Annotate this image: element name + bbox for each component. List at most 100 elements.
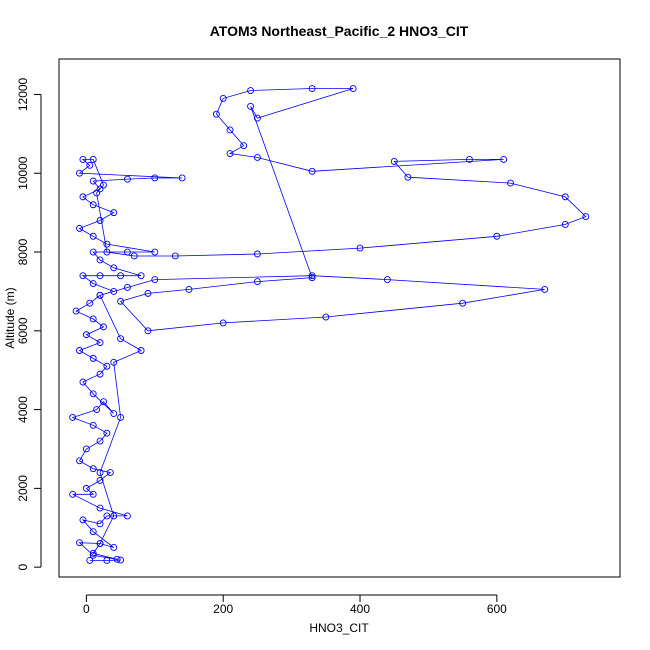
data-point [117, 335, 125, 343]
data-point [117, 297, 125, 305]
data-point [308, 167, 316, 175]
data-point [96, 469, 104, 477]
y-tick-label: 10000 [16, 156, 30, 190]
data-point [253, 250, 261, 258]
data-point [89, 465, 97, 473]
data-point [100, 323, 107, 331]
data-point [144, 289, 152, 297]
data-point [500, 155, 508, 163]
data-point [151, 276, 159, 284]
data-point [212, 110, 220, 118]
data-point [219, 319, 227, 327]
data-point [89, 490, 97, 498]
data-point [79, 155, 87, 163]
data-point [226, 150, 234, 157]
data-point [151, 174, 159, 182]
data-point [110, 544, 118, 551]
data-point [79, 516, 87, 524]
data-point [383, 276, 391, 284]
data-point [117, 414, 125, 421]
data-point [561, 220, 569, 228]
data-point [76, 169, 83, 177]
data-point [86, 299, 94, 307]
data-point [89, 354, 97, 362]
data-point [96, 256, 104, 264]
data-point [82, 331, 90, 339]
series-layer [69, 85, 590, 564]
data-point [240, 142, 248, 150]
chart-title: ATOM3 Northeast_Pacific_2 HNO3_CIT [210, 23, 469, 39]
data-point [226, 126, 234, 134]
data-point [106, 469, 114, 477]
data-point [100, 398, 107, 406]
y-tick-label: 4000 [16, 396, 30, 423]
data-point [86, 557, 94, 564]
data-point [308, 272, 316, 280]
data-point [86, 161, 94, 169]
y-axis-label: Altitude (m) [3, 287, 17, 348]
data-point [100, 181, 107, 189]
data-point [96, 291, 104, 299]
data-point [76, 457, 83, 465]
data-point [103, 248, 111, 256]
data-point [356, 244, 364, 252]
data-point [89, 315, 97, 323]
data-point [123, 175, 131, 183]
data-point [76, 224, 83, 232]
data-point [93, 189, 101, 197]
data-point [308, 85, 316, 92]
data-point [253, 114, 261, 122]
data-point [96, 370, 104, 378]
data-point [253, 278, 261, 286]
data-point [151, 248, 159, 256]
data-point [493, 232, 501, 240]
data-point [123, 512, 131, 520]
data-point [76, 539, 83, 547]
x-tick-label: 0 [83, 602, 90, 616]
data-point [103, 240, 111, 248]
data-point [459, 299, 467, 307]
data-point [76, 347, 83, 354]
x-axis-label: HNO3_CIT [309, 621, 369, 635]
data-point [247, 87, 255, 94]
y-axis: 0 2000 4000 6000 8000 10000 12000 [16, 77, 42, 570]
x-tick-label: 200 [213, 602, 233, 616]
data-point [89, 201, 97, 209]
data-point [110, 358, 118, 366]
data-point [561, 193, 569, 201]
series-line [71, 88, 587, 561]
data-point [507, 179, 514, 187]
data-point [103, 362, 111, 370]
y-tick-label: 6000 [16, 317, 30, 344]
data-point [123, 284, 131, 291]
data-point [89, 280, 97, 287]
data-point [89, 551, 97, 559]
data-point [103, 512, 111, 520]
data-point [96, 477, 104, 484]
data-point [89, 177, 97, 185]
data-point [69, 490, 77, 498]
y-tick-label: 8000 [16, 238, 30, 265]
data-point [96, 437, 104, 445]
data-point [349, 85, 357, 92]
data-point [390, 157, 398, 165]
data-point [117, 556, 125, 564]
data-point [219, 94, 227, 102]
data-point [82, 484, 90, 492]
data-point [79, 193, 87, 201]
data-point [96, 520, 104, 528]
data-point [89, 549, 97, 557]
data-point [123, 248, 131, 256]
data-point [89, 390, 97, 398]
data-point [466, 155, 473, 163]
data-point [72, 307, 80, 315]
data-point [82, 445, 90, 453]
data-point [308, 274, 316, 282]
data-point [144, 327, 152, 335]
data-point [79, 272, 87, 280]
data-point [89, 421, 97, 429]
data-point [93, 406, 101, 414]
data-point [110, 264, 118, 272]
data-point [110, 512, 118, 520]
data-point [96, 540, 104, 547]
